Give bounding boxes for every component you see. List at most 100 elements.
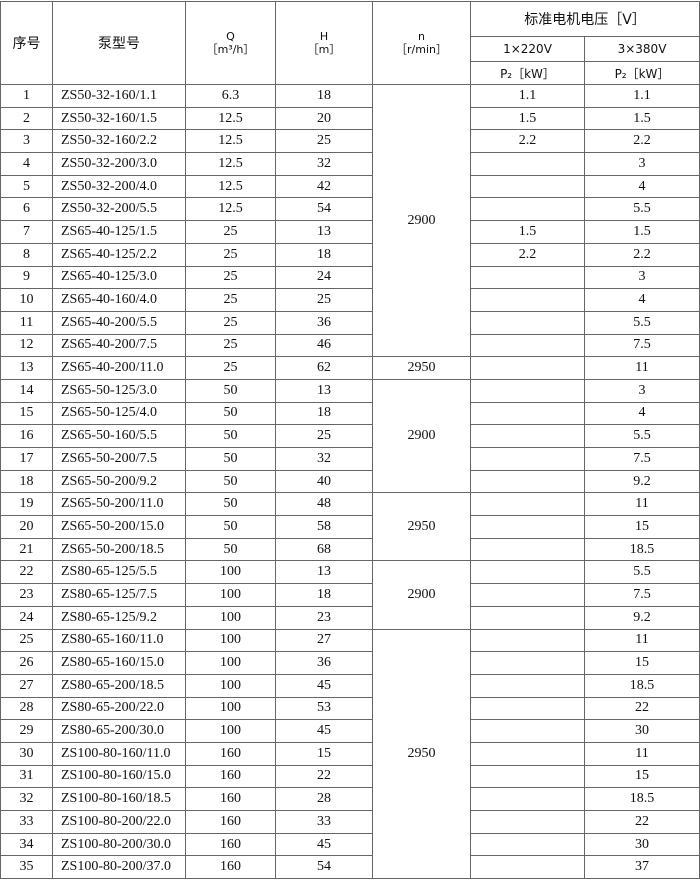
row-index: 19 [0,492,53,517]
flow-q: 12.5 [185,197,276,222]
pump-model: ZS50-32-200/3.0 [52,152,186,176]
row-index: 6 [0,197,53,222]
head-h: 42 [275,174,373,199]
flow-q: 50 [185,378,276,403]
power-380v: 7.5 [583,447,700,471]
pump-model: ZS50-32-160/1.5 [52,106,186,131]
table-row: 26 ZS80-65-160/15.0 100 36 15 [0,651,700,675]
table-row: 1 ZS50-32-160/1.1 6.3 18 2900 1.1 1.1 [0,83,700,358]
head-h: 68 [275,537,373,562]
table-row: 33 ZS100-80-200/22.0 160 33 22 [0,810,700,834]
pump-model: ZS65-40-200/5.5 [52,310,186,335]
power-380v: 4 [583,288,700,312]
table-row: 34 ZS100-80-200/30.0 160 45 30 [0,832,700,857]
head-h: 13 [275,378,373,403]
power-220v [470,696,585,721]
head-h: 28 [275,787,373,811]
head-h: 45 [275,719,373,743]
power-220v [470,265,585,290]
flow-q: 50 [185,469,276,494]
flow-q: 100 [185,605,276,630]
power-380v: 11 [583,628,700,653]
flow-q: 50 [185,515,276,539]
row-index: 5 [0,174,53,199]
flow-q: 100 [185,583,276,607]
power-380v: 5.5 [583,197,700,222]
power-220v [470,810,585,834]
pump-model: ZS65-50-125/4.0 [52,401,186,426]
table-row: 16 ZS65-50-160/5.5 50 25 5.5 [0,424,700,448]
flow-q: 50 [185,401,276,426]
flow-q: 25 [185,333,276,358]
row-index: 34 [0,832,53,857]
flow-q: 12.5 [185,152,276,176]
pump-model: ZS80-65-125/7.5 [52,583,186,607]
speed-n: 2950 [372,356,471,380]
head-h: 36 [275,310,373,335]
row-index: 14 [0,378,53,403]
speed-n: 2900 [372,378,471,494]
table-row: 4 ZS50-32-200/3.0 12.5 32 3 [0,152,700,176]
speed-n: 2950 [372,492,471,562]
row-index: 31 [0,764,53,789]
power-220v [470,447,585,471]
flow-q: 50 [185,537,276,562]
power-380v: 18.5 [583,673,700,698]
table-row: 31 ZS100-80-160/15.0 160 22 15 [0,764,700,789]
flow-q: 160 [185,832,276,857]
table-row: 15 ZS65-50-125/4.0 50 18 4 [0,401,700,426]
flow-q: 6.3 [185,84,276,108]
pump-model: ZS80-65-160/11.0 [52,628,186,653]
power-220v: 1.5 [470,106,585,131]
flow-q: 50 [185,447,276,471]
pump-model: ZS50-32-160/1.1 [52,84,186,108]
row-index: 27 [0,673,53,698]
table-row: 21 ZS65-50-200/18.5 50 68 18.5 [0,537,700,562]
table-row: 7 ZS65-40-125/1.5 25 13 1.5 1.5 [0,220,700,244]
head-h: 53 [275,696,373,721]
power-220v [470,583,585,607]
row-index: 18 [0,469,53,494]
power-220v [470,741,585,766]
row-index: 9 [0,265,53,290]
flow-q: 25 [185,310,276,335]
row-index: 32 [0,787,53,811]
row-index: 35 [0,855,53,880]
table-row: 8 ZS65-40-125/2.2 25 18 2.2 2.2 [0,242,700,267]
power-220v [470,469,585,494]
table-row: 12 ZS65-40-200/7.5 25 46 7.5 [0,333,700,358]
power-220v [470,174,585,199]
power-220v: 1.1 [470,84,585,108]
row-index: 11 [0,310,53,335]
power-220v [470,288,585,312]
power-220v [470,424,585,448]
power-220v [470,560,585,585]
table-row: 9 ZS65-40-125/3.0 25 24 3 [0,265,700,290]
table-row: 14 ZS65-50-125/3.0 50 13 2900 3 [0,378,700,494]
row-index: 8 [0,242,53,267]
power-380v: 4 [583,401,700,426]
header-220v: 1×220V [470,36,585,62]
pump-model: ZS100-80-200/22.0 [52,810,186,834]
flow-q: 100 [185,628,276,653]
head-h: 25 [275,129,373,154]
power-380v: 22 [583,696,700,721]
header-380v: 3×380V [583,36,700,62]
pump-model: ZS65-50-200/9.2 [52,469,186,494]
row-index: 22 [0,560,53,585]
power-220v [470,673,585,698]
head-h: 36 [275,651,373,675]
n-label: n [418,30,425,43]
power-220v [470,378,585,403]
table-row: 20 ZS65-50-200/15.0 50 58 15 [0,515,700,539]
pump-model: ZS50-32-200/4.0 [52,174,186,199]
table-row: 28 ZS80-65-200/22.0 100 53 22 [0,696,700,721]
pump-model: ZS100-80-160/15.0 [52,764,186,789]
power-380v: 18.5 [583,537,700,562]
table-row: 6 ZS50-32-200/5.5 12.5 54 5.5 [0,197,700,222]
head-h: 25 [275,424,373,448]
flow-q: 100 [185,719,276,743]
table-row: 22 ZS80-65-125/5.5 100 13 2900 5.5 [0,560,700,630]
head-h: 18 [275,401,373,426]
